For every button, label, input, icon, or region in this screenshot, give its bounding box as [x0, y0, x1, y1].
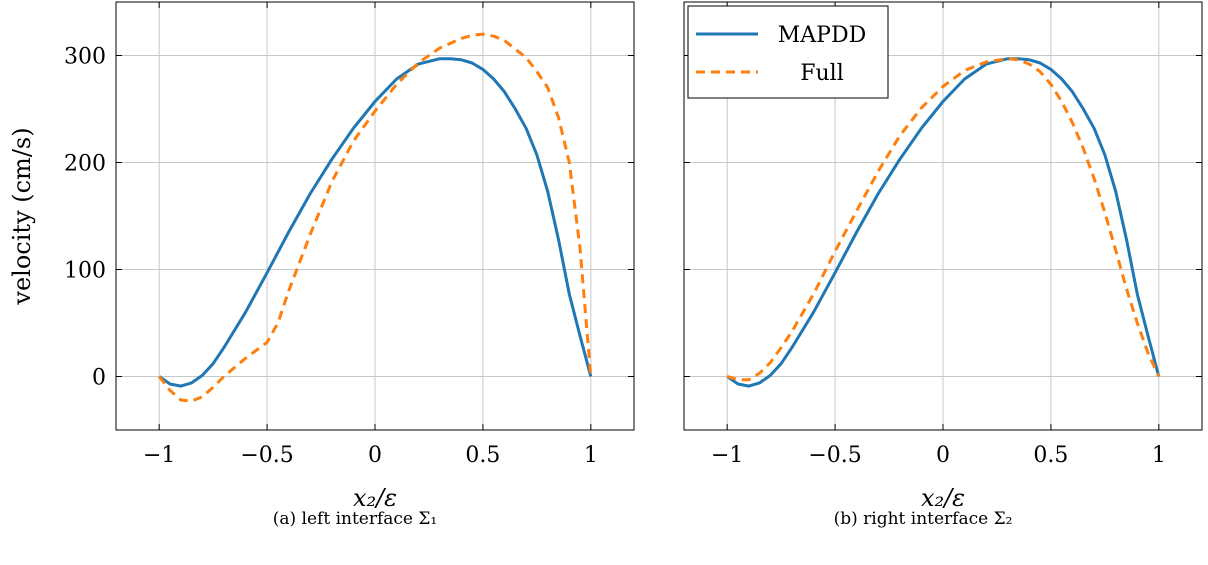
legend-label-mapdd: MAPDD [778, 23, 867, 48]
x-tick-label: −1 [143, 443, 175, 468]
y-axis-label: velocity (cm/s) [8, 127, 36, 305]
subfigure-caption: (a) left interface Σ₁ [273, 509, 437, 529]
series-line-mapdd [158, 57, 593, 388]
y-tick-label: 100 [64, 259, 106, 284]
series-line-full [158, 32, 593, 403]
x-tick-label: −1 [711, 443, 743, 468]
x-tick-label: 0 [936, 443, 950, 468]
x-tick-label: 1 [1152, 443, 1166, 468]
x-tick-label: −0.5 [808, 443, 861, 468]
y-tick-label: 0 [92, 366, 106, 391]
plot-frame [683, 1, 1203, 431]
x-tick-label: 0.5 [1033, 443, 1068, 468]
x-tick-label: 0 [368, 443, 382, 468]
y-tick-label: 200 [64, 152, 106, 177]
plot-frame [115, 1, 635, 431]
legend-box [687, 5, 889, 99]
legend-label-full: Full [800, 61, 844, 86]
x-tick-label: 0.5 [465, 443, 500, 468]
x-axis-label: x₂/ε [353, 484, 397, 512]
x-tick-label: 1 [584, 443, 598, 468]
x-axis-label: x₂/ε [921, 484, 965, 512]
chart-panel-b: −1 −0.5 0 0.5 1 x₂/ε(b) right interface Σ₂ MAP… [683, 1, 1203, 529]
series-line-mapdd [726, 57, 1161, 388]
chart-panel-a: −1 −0.5 0 0.5 1 0 100 200 300 x₂/ε velocity (cm/s)… [8, 1, 635, 529]
subfigure-caption: (b) right interface Σ₂ [834, 509, 1013, 529]
x-tick-label: −0.5 [240, 443, 293, 468]
legend: MAPDD Full [687, 5, 889, 99]
series-line-full [726, 57, 1161, 382]
y-tick-label: 300 [64, 45, 106, 70]
